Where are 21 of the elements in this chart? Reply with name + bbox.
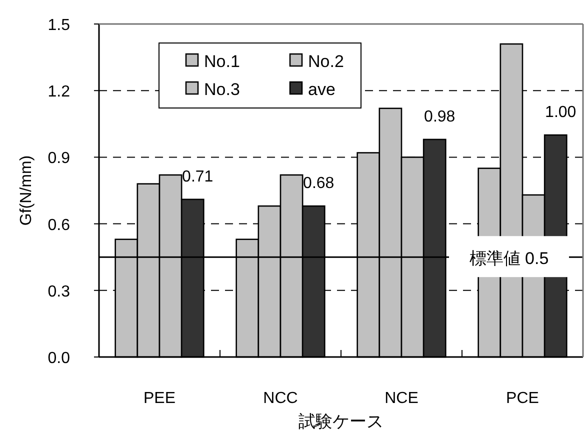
y-tick-label: 0.6 xyxy=(48,216,70,234)
x-tick-label: PCE xyxy=(506,390,539,407)
y-tick-label: 0.9 xyxy=(48,150,70,168)
y-tick-label: 1.2 xyxy=(48,84,70,101)
data-label: 0.71 xyxy=(182,168,214,186)
x-tick-label: NCE xyxy=(384,390,418,407)
ref-line-label: 標準値 0.5 xyxy=(469,249,549,268)
data-label: 0.68 xyxy=(303,175,334,192)
x-tick-label: NCC xyxy=(263,390,298,407)
y-tick-label: 0.3 xyxy=(48,283,70,300)
legend-label: No.2 xyxy=(308,52,344,71)
data-label: 0.98 xyxy=(424,108,456,126)
y-tick-label: 0.0 xyxy=(48,350,70,367)
x-tick-label: PEE xyxy=(143,390,176,407)
legend-label: No.3 xyxy=(204,80,240,99)
y-tick-label: 1.5 xyxy=(48,17,70,34)
legend-label: No.1 xyxy=(204,52,240,71)
x-axis-title: 試験ケース xyxy=(298,412,384,431)
legend-label: ave xyxy=(308,80,336,99)
y-axis-title: Gf(N/mm) xyxy=(18,155,35,226)
data-label: 1.00 xyxy=(545,104,576,121)
